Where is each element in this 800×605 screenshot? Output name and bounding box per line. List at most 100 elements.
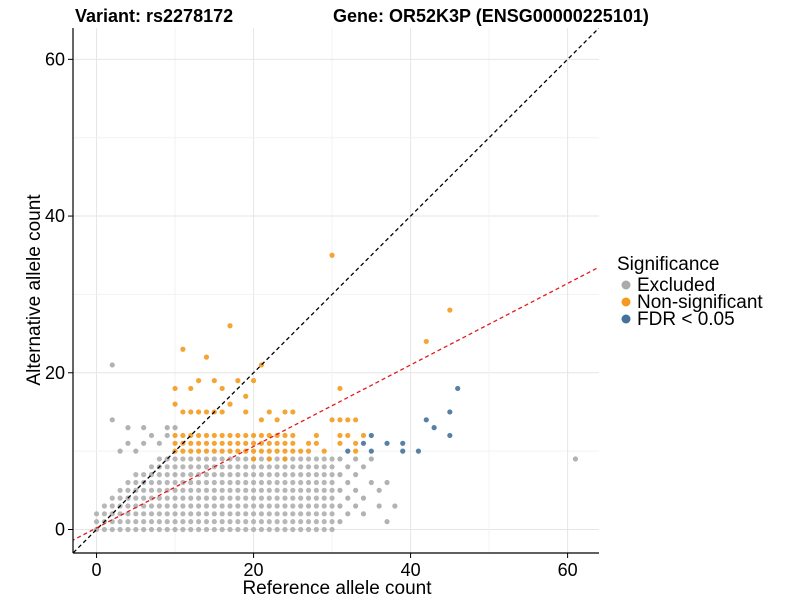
point-excluded bbox=[141, 440, 147, 446]
point-non-significant bbox=[258, 432, 265, 439]
point-non-significant bbox=[203, 354, 210, 360]
point-excluded bbox=[282, 487, 288, 493]
point-excluded bbox=[125, 425, 131, 431]
point-excluded bbox=[258, 456, 265, 462]
point-excluded bbox=[290, 456, 296, 462]
point-excluded bbox=[290, 464, 296, 470]
point-excluded bbox=[235, 456, 241, 462]
point-excluded bbox=[313, 487, 319, 493]
point-excluded bbox=[250, 519, 257, 525]
point-excluded bbox=[321, 472, 327, 478]
point-excluded bbox=[211, 472, 217, 478]
point-non-significant bbox=[172, 401, 178, 407]
point-excluded bbox=[117, 526, 123, 533]
point-excluded bbox=[305, 495, 312, 501]
point-excluded bbox=[203, 511, 210, 517]
point-excluded bbox=[298, 519, 304, 525]
point-excluded bbox=[227, 526, 233, 533]
point-non-significant bbox=[266, 409, 272, 415]
x-tick-label: 0 bbox=[92, 560, 102, 580]
point-non-significant bbox=[227, 323, 233, 329]
point-excluded bbox=[227, 472, 233, 478]
point-non-significant bbox=[196, 440, 202, 446]
point-non-significant bbox=[282, 409, 288, 415]
point-excluded bbox=[141, 487, 147, 493]
point-excluded bbox=[203, 519, 210, 525]
point-excluded bbox=[203, 487, 210, 493]
point-fdr-0-05 bbox=[368, 448, 374, 454]
point-excluded bbox=[164, 432, 170, 439]
point-excluded bbox=[172, 456, 178, 462]
point-excluded bbox=[243, 526, 249, 533]
point-excluded bbox=[227, 511, 233, 517]
point-non-significant bbox=[250, 448, 257, 454]
point-excluded bbox=[298, 479, 304, 486]
point-excluded bbox=[117, 487, 123, 493]
point-non-significant bbox=[282, 448, 288, 454]
point-excluded bbox=[196, 511, 202, 517]
point-excluded bbox=[258, 487, 265, 493]
point-excluded bbox=[109, 362, 115, 368]
reference-line bbox=[73, 266, 599, 541]
point-excluded bbox=[298, 456, 304, 462]
x-tick-label: 20 bbox=[244, 560, 264, 580]
point-excluded bbox=[321, 519, 327, 525]
point-excluded bbox=[196, 519, 202, 525]
point-excluded bbox=[188, 495, 194, 501]
point-excluded bbox=[235, 503, 241, 509]
point-excluded bbox=[148, 432, 155, 439]
point-excluded bbox=[298, 495, 304, 501]
point-excluded bbox=[243, 479, 249, 486]
point-excluded bbox=[258, 526, 265, 533]
point-excluded bbox=[353, 472, 359, 478]
point-excluded bbox=[266, 479, 272, 486]
point-excluded bbox=[235, 479, 241, 486]
point-excluded bbox=[196, 456, 202, 462]
point-excluded bbox=[266, 487, 272, 493]
point-non-significant bbox=[447, 307, 453, 313]
point-non-significant bbox=[282, 440, 288, 446]
point-excluded bbox=[337, 456, 343, 462]
point-excluded bbox=[250, 479, 257, 486]
point-excluded bbox=[305, 503, 312, 509]
point-excluded bbox=[274, 464, 280, 470]
point-excluded bbox=[211, 487, 217, 493]
point-non-significant bbox=[196, 378, 202, 384]
point-non-significant bbox=[235, 440, 241, 446]
point-excluded bbox=[164, 511, 170, 517]
point-non-significant bbox=[180, 409, 186, 415]
point-excluded bbox=[345, 511, 351, 517]
point-non-significant bbox=[211, 448, 217, 454]
point-fdr-0-05 bbox=[360, 440, 367, 446]
point-excluded bbox=[125, 526, 131, 533]
point-non-significant bbox=[211, 432, 217, 439]
point-excluded bbox=[235, 519, 241, 525]
point-non-significant bbox=[290, 448, 296, 454]
point-excluded bbox=[156, 526, 162, 533]
point-excluded bbox=[360, 495, 367, 501]
point-excluded bbox=[203, 503, 210, 509]
point-excluded bbox=[266, 503, 272, 509]
point-excluded bbox=[133, 448, 139, 454]
grid bbox=[73, 28, 599, 553]
point-non-significant bbox=[337, 432, 343, 439]
point-excluded bbox=[290, 526, 296, 533]
point-excluded bbox=[243, 456, 249, 462]
point-excluded bbox=[164, 503, 170, 509]
point-non-significant bbox=[188, 440, 194, 446]
point-non-significant bbox=[282, 456, 288, 462]
point-excluded bbox=[353, 487, 359, 493]
point-excluded bbox=[235, 464, 241, 470]
point-non-significant bbox=[211, 378, 217, 384]
point-excluded bbox=[243, 511, 249, 517]
point-excluded bbox=[329, 503, 335, 509]
point-excluded bbox=[313, 526, 319, 533]
tick-labels: 0 20 40 60 0 20 40 60 bbox=[45, 49, 578, 580]
point-non-significant bbox=[360, 432, 367, 439]
point-excluded bbox=[266, 511, 272, 517]
point-non-significant bbox=[329, 252, 335, 258]
point-excluded bbox=[188, 487, 194, 493]
point-excluded bbox=[258, 519, 265, 525]
point-excluded bbox=[156, 487, 162, 493]
